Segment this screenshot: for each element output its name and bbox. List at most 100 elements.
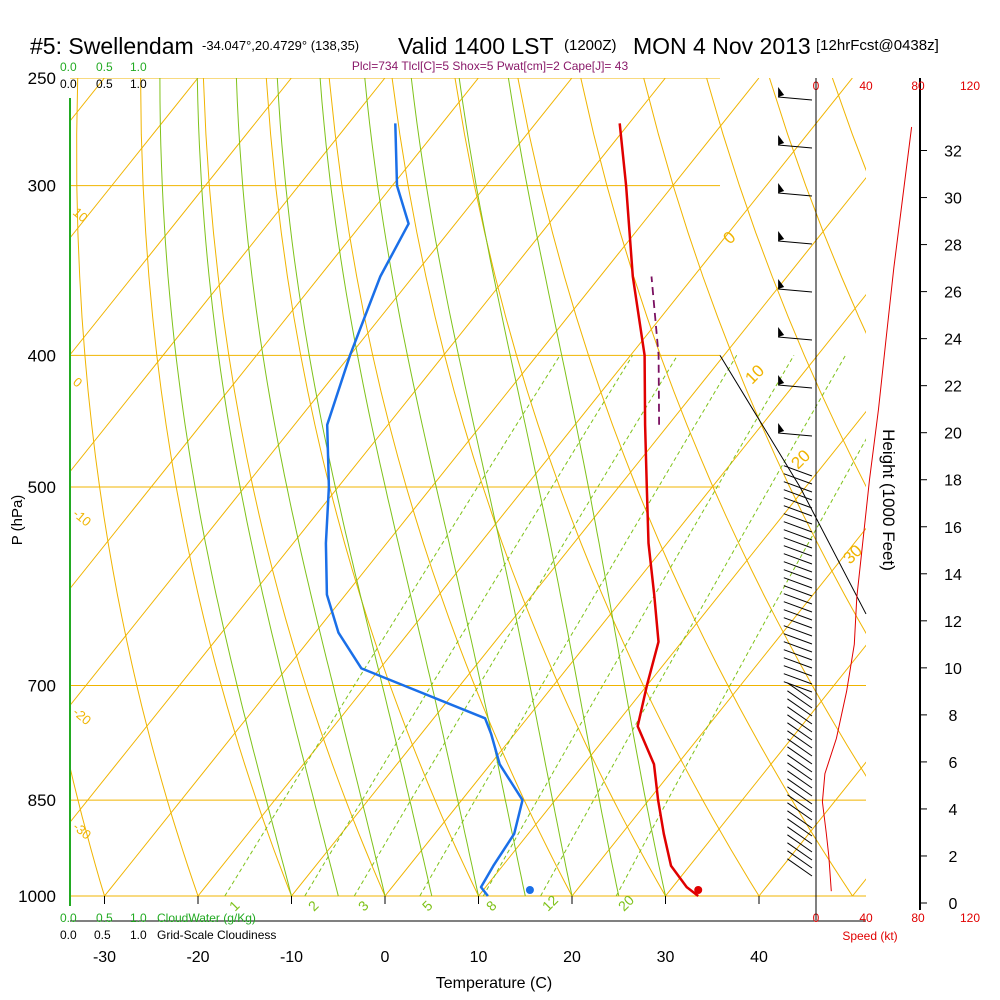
wind-barb	[778, 288, 813, 293]
height-tick-label: 20	[944, 426, 962, 443]
isotherm-line	[70, 78, 199, 239]
wind-barb	[783, 513, 813, 525]
speed-tick-label-bottom: 80	[911, 911, 925, 925]
isotherm-line	[70, 78, 573, 707]
isotherm-line	[70, 78, 479, 590]
wind-barb	[787, 738, 813, 757]
isotherm-line	[384, 293, 866, 897]
wind-barb-flag	[778, 231, 785, 242]
height-tick-label: 22	[944, 379, 962, 396]
wind-barb-flag	[778, 279, 785, 290]
moist-adiabat-line	[276, 78, 433, 897]
pressure-tick-label: 850	[28, 791, 56, 810]
wind-barb	[787, 842, 813, 861]
wind-barb	[783, 465, 813, 477]
wind-barb	[783, 625, 813, 637]
chart-series	[324, 123, 703, 897]
mixing-ratio-label: 5	[419, 897, 436, 914]
height-tick-label: 10	[944, 661, 962, 678]
height-tick-label: 28	[944, 238, 962, 255]
cloudiness-bottom-1: 1.0	[130, 928, 147, 942]
mixing-ratio-label: 2	[305, 897, 322, 914]
forecast-info: [12hrFcst@0438z]	[816, 37, 939, 54]
pressure-tick-label: 400	[28, 346, 56, 365]
isotherm-line	[70, 78, 666, 824]
sounding-indices: Plcl=734 Tlcl[C]=5 Shox=5 Pwat[cm]=2 Cap…	[352, 59, 629, 73]
wind-barb	[787, 754, 813, 773]
mixing-ratio-line	[353, 355, 678, 897]
station-title: #5: Swellendam	[30, 33, 194, 59]
wind-barb	[783, 617, 813, 629]
wind-barb	[787, 698, 813, 717]
height-tick-label: 0	[949, 896, 958, 913]
cloudwater-bottom-0: 0.0	[60, 911, 77, 925]
mixing-ratio-line	[419, 355, 738, 897]
moist-adiabat-line	[196, 78, 339, 897]
wind-barb	[787, 746, 813, 765]
parcel-line	[650, 276, 660, 425]
wind-barb	[778, 240, 813, 245]
pressure-tick-label: 300	[28, 177, 56, 196]
wind-barb-flag	[778, 135, 785, 146]
cloudwater-top-0: 0.0	[60, 60, 77, 74]
wind-barb	[787, 818, 813, 837]
valid-time: Valid 1400 LST	[398, 33, 554, 59]
dry-adiabat-line	[76, 78, 199, 897]
wind-barb	[787, 778, 813, 797]
dry-adiabat-line	[517, 78, 853, 897]
wind-barb	[783, 553, 813, 565]
wind-barb	[778, 96, 813, 101]
wind-barb	[783, 497, 813, 509]
x-tick-label: 40	[750, 949, 768, 966]
pressure-tick-label: 700	[28, 677, 56, 696]
height-tick-label: 24	[944, 332, 962, 349]
cloudwater-bottom-1: 1.0	[130, 911, 147, 925]
wind-barb	[783, 577, 813, 589]
wind-barb	[783, 585, 813, 597]
wind-barb	[787, 858, 813, 877]
mixing-ratio-line	[304, 355, 634, 897]
wind-barb	[783, 665, 813, 677]
height-tick-label: 14	[944, 567, 962, 584]
cloudiness-bottom-05: 0.5	[94, 928, 111, 942]
isotherm-label: -30	[70, 819, 94, 843]
pressure-tick-label: 1000	[18, 887, 56, 906]
dewpoint-line	[324, 123, 524, 897]
wind-barb	[787, 802, 813, 821]
x-tick-label: 0	[381, 949, 390, 966]
isotherm-label: 10	[70, 204, 91, 225]
chart-grid: -30 -20 -10 0 10 20 30 402503004005007008501000…	[18, 69, 962, 966]
isotherm-line	[852, 878, 866, 897]
wind-speed-profile: 0040408080120120	[813, 78, 980, 925]
cloudiness-top-1: 1.0	[130, 77, 147, 91]
wind-barb	[783, 569, 813, 581]
height-tick-label: 8	[949, 708, 958, 725]
isotherm-line	[104, 78, 760, 897]
wind-barb	[787, 786, 813, 805]
wind-barb	[783, 673, 813, 685]
moist-adiabat-line	[159, 78, 292, 897]
wind-barb	[783, 481, 813, 493]
wind-barb	[783, 657, 813, 669]
wind-barbs	[778, 87, 813, 877]
moist-adiabat-line	[319, 78, 479, 897]
surface-dewpoint-dot	[525, 886, 534, 894]
speed-tick-label-top: 40	[859, 79, 873, 93]
dry-adiabat-line	[391, 78, 666, 897]
x-axis-label: Temperature (C)	[436, 975, 552, 992]
dry-adiabat-line	[769, 78, 866, 334]
speed-tick-label-top: 80	[911, 79, 925, 93]
wind-barb	[787, 690, 813, 709]
wind-barb-flag	[778, 87, 785, 98]
wind-barb	[787, 770, 813, 789]
wind-barb	[783, 521, 813, 533]
cloudiness-label: Grid-Scale Cloudiness	[157, 928, 276, 942]
height-axis-label: Height (1000 Feet)	[879, 429, 898, 571]
wind-barb	[787, 834, 813, 853]
wind-barb	[783, 537, 813, 549]
wind-barb-flag	[778, 375, 785, 386]
wind-barb	[783, 473, 813, 485]
panel-boundary	[719, 355, 867, 615]
wind-barb	[787, 810, 813, 829]
